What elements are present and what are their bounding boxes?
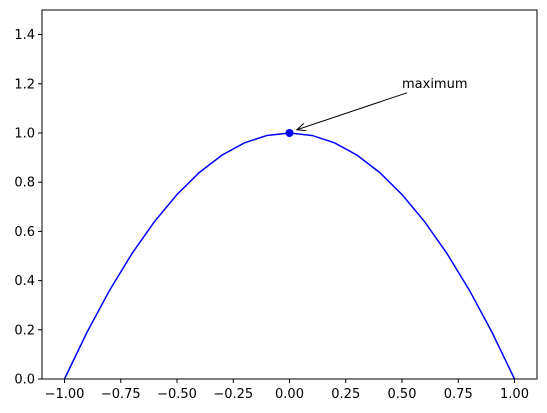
x-tick-label: −0.75 <box>101 387 141 402</box>
y-tick-label: 1.2 <box>14 77 35 92</box>
x-tick-label: −0.50 <box>157 387 197 402</box>
x-tick-label: 0.25 <box>331 387 360 402</box>
y-tick-label: 0.4 <box>14 274 35 289</box>
y-tick-label: 0.6 <box>14 225 35 240</box>
y-tick-label: 0.0 <box>14 373 35 388</box>
x-tick-label: 0.00 <box>275 387 304 402</box>
annotation-arrow <box>297 92 408 130</box>
annotation: maximum <box>402 77 468 92</box>
point <box>285 129 294 137</box>
axes-frame <box>41 9 538 380</box>
x-tick-label: 0.75 <box>444 387 473 402</box>
y-tick-label: 0.8 <box>14 176 35 191</box>
y-tick-label: 1.4 <box>14 28 35 43</box>
y-tick-label: 1.0 <box>14 127 35 142</box>
x-tick-label: −1.00 <box>45 387 85 402</box>
y-tick-label: 0.2 <box>14 323 35 338</box>
x-tick-label: 1.00 <box>500 387 529 402</box>
curve <box>63 132 516 380</box>
x-tick-label: −0.25 <box>213 387 253 402</box>
x-tick-label: 0.50 <box>388 387 417 402</box>
